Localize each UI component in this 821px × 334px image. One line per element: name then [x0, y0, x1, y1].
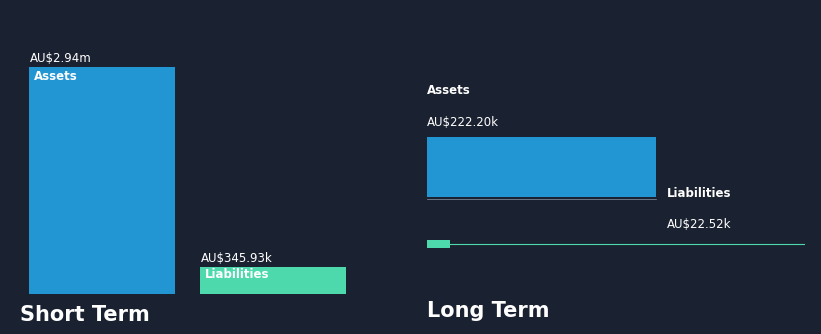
Text: AU$2.94m: AU$2.94m — [30, 52, 92, 65]
Text: AU$222.20k: AU$222.20k — [427, 116, 499, 129]
Bar — [427, 240, 450, 248]
Text: Liabilities: Liabilities — [667, 187, 732, 199]
Text: Liabilities: Liabilities — [204, 269, 269, 282]
Bar — [200, 267, 346, 294]
Text: Assets: Assets — [427, 84, 470, 97]
Text: AU$22.52k: AU$22.52k — [667, 218, 732, 231]
Bar — [427, 137, 656, 197]
Bar — [30, 67, 175, 294]
Text: Long Term: Long Term — [427, 301, 549, 321]
Text: Assets: Assets — [34, 70, 77, 83]
Text: AU$345.93k: AU$345.93k — [201, 252, 273, 265]
Text: Short Term: Short Term — [20, 305, 149, 325]
